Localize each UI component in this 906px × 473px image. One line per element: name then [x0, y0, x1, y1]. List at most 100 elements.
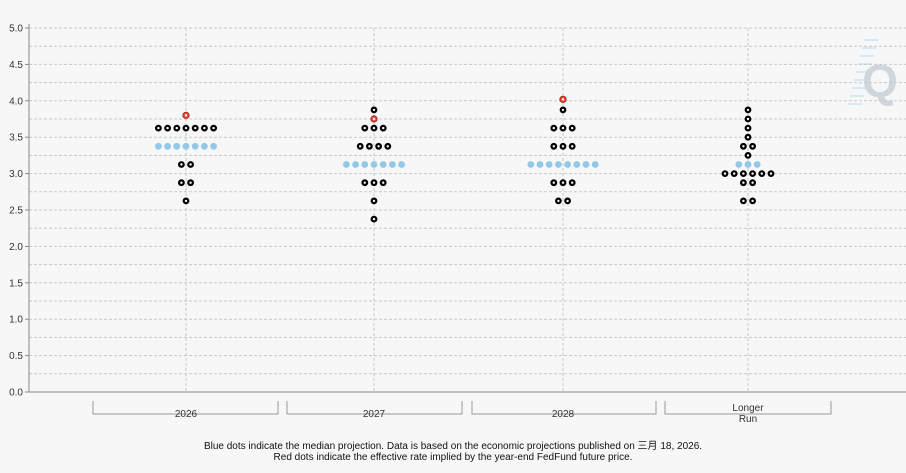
projection-dot-center — [184, 199, 188, 203]
chart-footnote: Blue dots indicate the median projection… — [0, 441, 906, 463]
footnote-line-futures: Red dots indicate the effective rate imp… — [273, 452, 633, 463]
watermark-letter: Q — [862, 55, 898, 107]
projection-dot-center — [746, 136, 750, 139]
category-label: 2027 — [363, 409, 386, 420]
median-dot — [555, 161, 562, 168]
projection-dot-center — [180, 163, 183, 166]
projection-dot-center — [742, 172, 745, 175]
y-tick-label: 1.5 — [9, 278, 23, 289]
projection-dot-center — [760, 172, 763, 175]
median-dot — [744, 161, 752, 168]
projection-dot-center — [382, 126, 385, 130]
median-dot — [201, 142, 208, 150]
median-dot — [753, 161, 761, 168]
category-bracket — [471, 401, 657, 415]
projection-dot-center — [363, 181, 366, 184]
projection-dot-center — [751, 181, 754, 184]
projection-dot-center — [359, 145, 362, 148]
chart-canvas: Q 0.0 0.5 1.0 1.5 2.0 2.5 3.0 3.5 4.0 4.5 5.0 2026… — [9, 24, 906, 425]
projection-dot-center — [561, 108, 565, 112]
projection-dot-center — [189, 163, 192, 166]
projection-dot-center — [746, 154, 750, 157]
y-tick-label: 3.0 — [9, 169, 23, 180]
median-dot — [155, 142, 162, 150]
projection-dot-center — [372, 108, 376, 112]
grid-lines — [29, 27, 906, 392]
projection-dot-center — [742, 199, 745, 203]
projection-dot-center — [372, 126, 376, 130]
y-tick-label: 5.0 — [9, 24, 23, 35]
projection-dot-center — [571, 181, 574, 184]
projection-dot-center — [751, 199, 754, 203]
category-bracket — [286, 401, 463, 415]
projection-dot-center — [382, 181, 385, 184]
projection-dot-center — [561, 145, 565, 148]
projection-dot-center — [180, 181, 183, 184]
projection-dot-center — [746, 126, 750, 130]
projection-dot-center — [571, 126, 574, 130]
category-bracket — [92, 401, 279, 415]
projection-dot-center — [157, 126, 160, 130]
futures-rate-dot-center — [561, 98, 565, 101]
y-axis: 0.0 0.5 1.0 1.5 2.0 2.5 3.0 3.5 4.0 4.5 5.0 — [9, 24, 906, 399]
y-tick-label: 4.5 — [9, 60, 23, 71]
projection-dot-center — [566, 199, 569, 203]
median-dot — [370, 161, 378, 168]
projection-dot-center — [746, 108, 750, 112]
watermark-logo: Q — [848, 39, 898, 107]
median-dot — [361, 161, 369, 168]
projection-dot-center — [184, 126, 188, 130]
median-dot — [343, 161, 350, 168]
median-dot — [582, 161, 590, 168]
projection-dot-center — [557, 199, 560, 203]
median-dot — [735, 161, 743, 168]
projection-dot-center — [372, 199, 376, 203]
median-dot — [191, 142, 199, 150]
projection-dot-center — [552, 181, 555, 184]
projection-dot-center — [368, 145, 371, 148]
y-tick-label: 4.0 — [9, 96, 23, 107]
projection-dot-center — [769, 172, 773, 175]
projection-dot-center — [377, 145, 380, 148]
projection-dot-center — [723, 172, 727, 175]
median-dot — [182, 142, 190, 150]
dots-layer — [155, 95, 775, 223]
category-label: 2028 — [552, 409, 575, 420]
median-dot — [545, 161, 553, 168]
projection-dot-center — [363, 126, 366, 130]
category-label: Run — [739, 414, 757, 425]
median-dot — [398, 161, 405, 168]
y-tick-label: 3.5 — [9, 133, 23, 144]
category-bracket — [664, 401, 832, 415]
projection-dot-center — [746, 117, 750, 121]
median-dot — [564, 161, 571, 168]
projection-dot-center — [372, 181, 376, 184]
median-dot — [591, 161, 599, 168]
median-dot — [527, 161, 535, 168]
projection-dot-center — [552, 145, 555, 148]
y-tick-label: 0.5 — [9, 351, 23, 362]
projection-dot-center — [561, 181, 565, 184]
median-dot — [210, 142, 218, 150]
projection-dot-center — [561, 126, 565, 130]
projection-dot-center — [742, 181, 745, 184]
y-tick-label: 2.5 — [9, 206, 23, 217]
median-dot — [573, 161, 581, 168]
projection-dot-center — [189, 181, 192, 184]
projection-dot-center — [571, 145, 574, 148]
projection-dot-center — [212, 126, 215, 130]
median-dot — [173, 142, 181, 150]
projection-dot-center — [175, 126, 178, 130]
futures-rate-dot-center — [184, 114, 188, 117]
projection-dot-center — [742, 145, 745, 148]
median-dot — [164, 142, 172, 150]
projection-dot-center — [751, 172, 754, 175]
projection-dot-center — [166, 126, 169, 130]
projection-dot-center — [751, 145, 754, 148]
footnote-line-median: Blue dots indicate the median projection… — [203, 441, 703, 452]
median-dot — [389, 161, 396, 168]
projection-dot-center — [552, 126, 555, 130]
y-tick-label: 2.0 — [9, 242, 23, 253]
